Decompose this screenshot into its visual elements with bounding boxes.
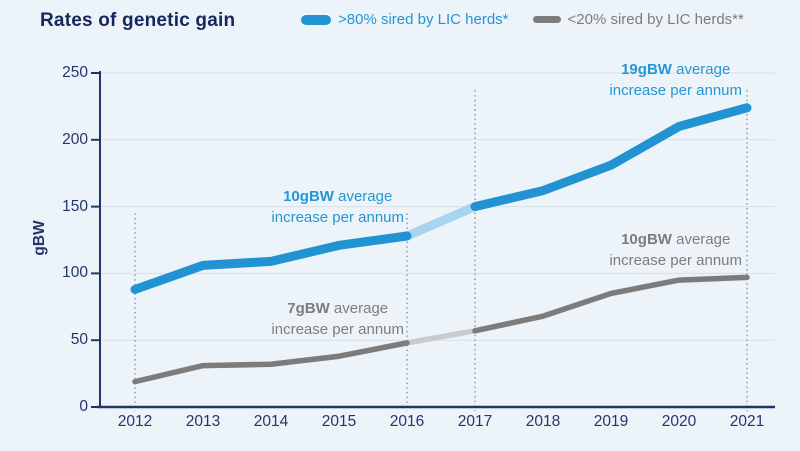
series-line-blue (470, 103, 752, 212)
legend-label-lic-sired: >80% sired by LIC herds* (338, 11, 509, 28)
x-axis-tick-label: 2016 (389, 413, 425, 430)
y-axis-tick-label: 50 (70, 331, 88, 349)
annotation-gray-2017-2021: 10gBW average increase per annum (609, 231, 742, 269)
series-highlight-segment (404, 328, 478, 346)
series-line-gray (472, 274, 750, 334)
legend-item-lic-sired: >80% sired by LIC herds* (301, 11, 509, 28)
chart-title: Rates of genetic gain (40, 10, 236, 31)
x-axis-tick-label: 2014 (253, 413, 289, 430)
gray-line-swatch-icon (532, 16, 561, 23)
y-axis-tick-label: 250 (62, 64, 88, 81)
x-axis-tick-label: 2015 (321, 413, 357, 430)
legend-label-non-lic-sired: <20% sired by LIC herds** (567, 11, 744, 28)
y-axis-tick-label: 150 (62, 197, 88, 215)
annotation-gray-2012-2016: 7gBW average increase per annum (271, 300, 404, 338)
y-axis-title: gBW (31, 220, 48, 256)
annotation-blue-2017-2021: 19gBW average increase per annum (609, 61, 742, 99)
x-axis-tick-label: 2019 (593, 413, 629, 430)
x-axis-tick-label: 2020 (661, 413, 697, 430)
x-axis-tick-label: 2013 (185, 413, 221, 430)
series-line-blue (130, 231, 412, 294)
legend: >80% sired by LIC herds* <20% sired by L… (301, 11, 744, 28)
x-axis-tick-label: 2018 (525, 413, 561, 430)
x-axis-tick-label: 2012 (117, 413, 153, 430)
y-axis-tick-label: 0 (79, 398, 88, 415)
series-highlight-segment (402, 202, 480, 241)
legend-item-non-lic-sired: <20% sired by LIC herds** (532, 11, 744, 28)
y-axis-tick-label: 200 (62, 130, 88, 148)
annotation-blue-2012-2016: 10gBW average increase per annum (271, 188, 404, 226)
y-axis-tick-label: 100 (62, 264, 88, 282)
x-axis-tick-label: 2021 (729, 413, 765, 430)
blue-line-swatch-icon (301, 14, 331, 25)
series-line-gray (132, 340, 410, 385)
x-axis-tick-label: 2017 (457, 413, 493, 430)
